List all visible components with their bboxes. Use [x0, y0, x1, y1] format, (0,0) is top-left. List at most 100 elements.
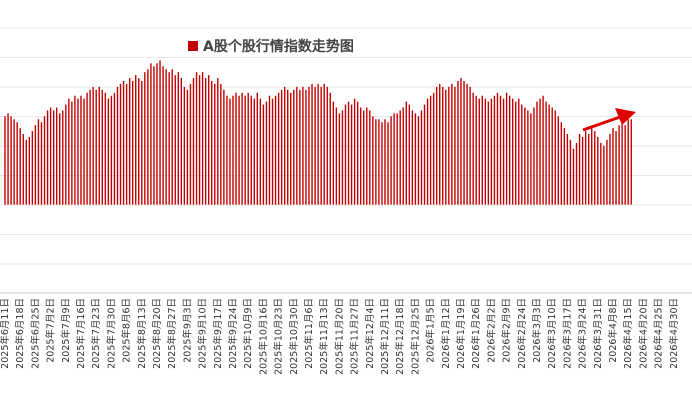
bar: [487, 101, 490, 205]
x-tick-label: 2025年12月11日: [379, 298, 391, 375]
bar: [539, 98, 541, 205]
x-tick-label: 2025年7月16日: [75, 298, 87, 369]
bar: [34, 125, 37, 205]
bar: [363, 110, 365, 205]
bar: [317, 83, 319, 205]
x-tick-label: 2026年3月10日: [546, 298, 558, 369]
bar: [591, 128, 593, 205]
bar: [396, 113, 398, 205]
bar: [329, 92, 331, 205]
bar: [293, 89, 295, 205]
bar: [432, 92, 435, 205]
bar: [287, 89, 289, 205]
bar: [171, 69, 173, 205]
x-tick-label: 2025年11月20日: [333, 298, 345, 375]
x-tick-label: 2026年3月3日: [531, 298, 543, 363]
bar: [262, 104, 265, 205]
bar: [402, 107, 404, 205]
bar: [183, 86, 186, 205]
bar: [37, 119, 40, 205]
bar: [575, 142, 578, 205]
x-tick-label: 2025年10月30日: [288, 298, 300, 375]
bar: [4, 116, 6, 205]
x-tick-label: 2026年1月19日: [455, 298, 467, 369]
bar: [144, 72, 146, 205]
bar: [74, 95, 76, 205]
bar: [147, 69, 149, 205]
bar: [350, 104, 353, 205]
bar: [92, 86, 94, 205]
bar: [98, 86, 100, 205]
x-tick-label: 2026年2月2日: [485, 298, 497, 363]
bar: [122, 81, 125, 205]
bar: [557, 116, 559, 205]
x-labels: 2025年6月11日 2025年6月18日 2025年6月25日 2025年7月2日 2…: [0, 298, 680, 375]
bar: [277, 92, 280, 205]
bar: [469, 86, 471, 205]
bar: [80, 95, 82, 205]
bar: [135, 75, 137, 205]
bar: [101, 89, 103, 205]
bar: [214, 83, 216, 205]
x-tick-label: 2026年3月17日: [561, 298, 573, 369]
x-tick-label: 2025年9月24日: [227, 298, 239, 369]
bar: [229, 98, 231, 205]
bar: [83, 98, 85, 205]
bar: [417, 116, 420, 205]
x-tick-label: 2025年12月25日: [409, 298, 421, 375]
bar: [445, 89, 447, 205]
legend-swatch: [188, 41, 198, 51]
bar: [89, 89, 91, 205]
bar: [95, 89, 97, 205]
bar: [46, 110, 49, 205]
bar: [116, 86, 119, 205]
arrow-head: [615, 108, 636, 125]
x-tick-label: 2025年7月9日: [60, 298, 72, 363]
x-tick-label: 2026年4月20日: [637, 298, 649, 369]
x-tick-label: 2025年12月4日: [364, 298, 376, 369]
bar: [162, 66, 164, 205]
bar: [493, 95, 496, 205]
bar: [13, 119, 15, 205]
bar: [326, 86, 328, 205]
x-tick-label: 2026年4月8日: [607, 298, 619, 363]
bar: [384, 119, 386, 205]
bar: [460, 78, 462, 205]
bar: [545, 101, 547, 205]
bar: [28, 136, 31, 205]
bar: [138, 78, 140, 205]
x-tick-label: 2025年9月3日: [181, 298, 193, 363]
x-tick-label: 2025年8月20日: [151, 298, 163, 369]
bar: [554, 110, 556, 205]
bar: [10, 116, 12, 205]
bar: [141, 81, 143, 205]
bar: [451, 83, 453, 205]
bar: [128, 78, 131, 205]
bar: [16, 122, 18, 205]
bar: [55, 107, 58, 205]
bar: [113, 92, 116, 205]
bar: [359, 107, 362, 205]
bar: [335, 107, 338, 205]
x-tick-label: 2025年10月23日: [273, 298, 285, 375]
x-tick-label: 2026年4月25日: [653, 298, 665, 369]
bar: [232, 95, 234, 205]
bar: [572, 148, 575, 205]
bar: [290, 92, 292, 205]
bar: [536, 101, 538, 205]
bar: [125, 83, 128, 205]
x-tick-label: 2026年4月30日: [668, 298, 680, 369]
bar: [624, 125, 626, 205]
bar: [527, 110, 529, 205]
bar: [268, 95, 271, 205]
bar: [414, 113, 417, 205]
x-tick-label: 2026年3月24日: [577, 298, 589, 369]
bar: [77, 98, 79, 205]
bar: [31, 131, 34, 205]
bar: [515, 101, 517, 205]
bar: [341, 110, 344, 205]
bar: [609, 134, 611, 205]
bar: [411, 110, 414, 205]
bar: [378, 119, 380, 205]
bar: [180, 78, 183, 205]
